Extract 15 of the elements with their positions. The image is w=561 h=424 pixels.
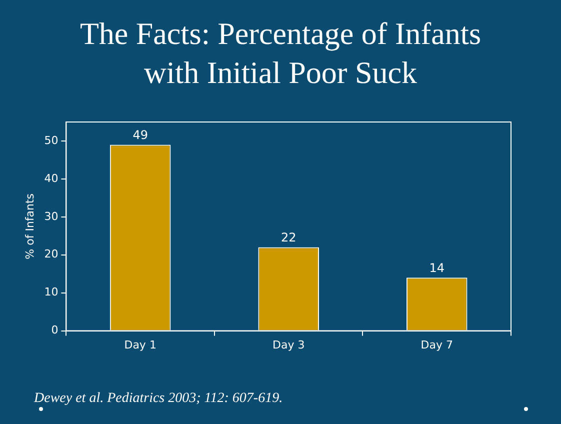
text: Dewey et al. Pediatrics 2003; 112: 607-619. bbox=[34, 391, 283, 407]
data-label: 14 bbox=[429, 260, 445, 275]
y-tick-label: 30 bbox=[44, 210, 58, 223]
y-tick-label: 50 bbox=[44, 134, 58, 147]
x-tick-label: Day 3 bbox=[272, 338, 305, 352]
data-label: 49 bbox=[132, 128, 148, 142]
y-tick-label: 40 bbox=[44, 172, 58, 185]
y-tick-label: 20 bbox=[44, 248, 58, 261]
y-tick-label: 0 bbox=[51, 324, 58, 337]
x-tick-label: Day 7 bbox=[420, 338, 453, 352]
y-tick-label: 10 bbox=[44, 286, 58, 299]
data-label: 22 bbox=[280, 230, 296, 244]
chart-title: The Facts: Percentage of Infants with Initial Poor Suck bbox=[78, 15, 482, 92]
x-tick-label: Day 1 bbox=[124, 338, 156, 352]
y-axis-title: % of Infants bbox=[23, 193, 36, 260]
